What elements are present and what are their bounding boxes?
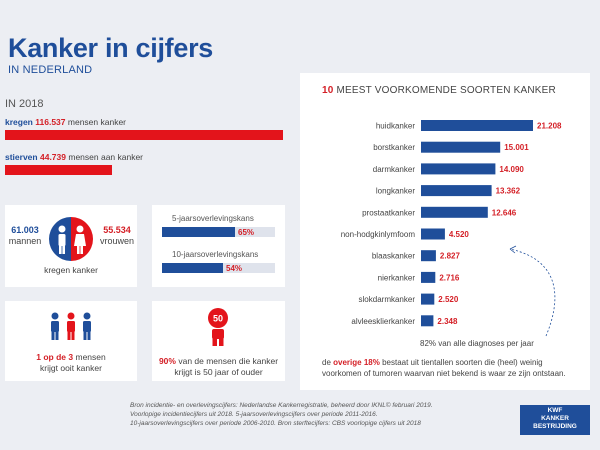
page-subtitle: IN NEDERLAND [8,64,93,76]
fifty-line2: krijgt is 50 jaar of ouder [174,367,263,377]
men-number: 61.003 [11,225,39,235]
mortality-keyword: stierven [5,152,38,162]
bar [421,206,488,218]
bar-value-label: 2.716 [439,273,460,282]
bar [421,271,436,283]
women-count: 55.534 vrouwen [97,225,137,247]
gender-card: 61.003 mannen 55.534 vrouwen kregen kank… [5,205,137,287]
one-in-three-text: 1 op de 3 mensen krijgt ooit kanker [5,352,137,374]
bar [421,228,445,240]
bar-category-label: darmkanker [373,165,416,174]
one-in-three-bold: 1 op de 3 [36,352,74,362]
note-bold: overige 18% [333,358,380,367]
fifty-bold: 90% [158,356,176,366]
incidence-text: kregen 116.537 mensen kanker [5,117,126,127]
footer-sources: Bron incidentie- en overlevingscijfers: … [130,401,520,428]
footer-line-3: 10-jaarsoverlevingscijfers over periode … [130,420,421,427]
bar-category-label: alvleesklierkanker [351,317,415,326]
kwf-logo: KWF KANKER BESTRIJDING [520,405,590,435]
bar-value-label: 2.348 [437,317,458,326]
fifty-rest: van de mensen die kanker [178,356,279,366]
bar-value-label: 4.520 [449,230,470,239]
footer-line-1: Bron incidentie- en overlevingscijfers: … [130,402,433,409]
incidence-keyword: kregen [5,117,33,127]
logo-line-2: KANKER [541,415,569,422]
bar [421,163,496,175]
chart-title-number: 10 [322,85,334,96]
chart-annotation: 82% van alle diagnoses per jaar [420,339,534,348]
bar [421,141,501,153]
men-count: 61.003 mannen [7,225,43,247]
mortality-number: 44.739 [39,152,66,162]
bar-value-label: 2.520 [438,295,459,304]
bar-category-label: longkanker [376,187,415,196]
bar-value-label: 21.208 [537,122,562,131]
bar-category-label: non-hodgkinlymfoom [341,230,416,239]
note-pre: de [322,358,331,367]
gender-circle-icon [49,217,93,261]
one-in-three-card: 1 op de 3 mensen krijgt ooit kanker [5,301,137,381]
chart-title: 10 MEEST VOORKOMENDE SOORTEN KANKER [322,85,556,96]
year-label: IN 2018 [5,98,44,110]
men-label: mannen [8,236,42,246]
survival-5-value: 65% [238,228,255,237]
chart-panel: 10 MEEST VOORKOMENDE SOORTEN KANKER huid… [300,73,590,390]
logo-line-1: KWF [547,407,563,414]
bar-value-label: 15.001 [504,143,529,152]
mortality-bar [5,165,112,175]
one-in-three-rest: mensen [75,352,106,362]
survival-card: 5-jaarsoverlevingskans 65% 10-jaarsoverl… [152,205,285,287]
bar-category-label: prostaatkanker [362,208,415,217]
bar-category-label: slokdarmkanker [359,295,416,304]
note-line2: voorkomen of tumoren waarvan niet bekend… [322,369,566,378]
bar-category-label: blaaskanker [372,252,415,261]
chart-title-text: MEEST VOORKOMENDE SOORTEN KANKER [336,85,556,96]
women-label: vrouwen [99,236,135,246]
fifty-text: 90% van de mensen die kanker krijgt is 5… [152,356,285,378]
bar [421,315,434,327]
mortality-text: stierven 44.739 mensen aan kanker [5,152,143,162]
bar-category-label: borstkanker [373,143,415,152]
bar [421,293,435,305]
bar [421,185,492,197]
survival-10-label: 10-jaarsoverlevingskans [172,250,259,259]
incidence-number: 116.537 [35,117,66,127]
incidence-rest: mensen kanker [67,117,127,127]
bar-chart: huidkanker 21.208 borstkanker 15.001 darmkan… [341,120,562,327]
bar [421,250,436,262]
survival-5-bar [162,227,235,237]
mortality-rest: mensen aan kanker [68,152,144,162]
chart-note: de overige 18% bestaat uit tientallen so… [322,357,590,379]
bar-value-label: 12.646 [492,208,517,217]
bar-category-label: nierkanker [378,273,416,282]
fifty-card: 50 90% van de mensen die kanker krijgt i… [152,301,285,381]
bar [421,120,533,131]
survival-5-label: 5-jaarsoverlevingskans [172,214,254,223]
gender-caption: kregen kanker [44,265,98,275]
page-title: Kanker in cijfers [8,33,213,63]
fifty-badge: 50 [213,314,223,324]
bar-category-label: huidkanker [376,122,415,131]
logo-line-3: BESTRIJDING [533,423,577,430]
arrow-layer [509,245,556,337]
bar-value-label: 13.362 [496,187,521,196]
women-number: 55.534 [103,225,131,235]
one-in-three-line2: krijgt ooit kanker [40,363,102,373]
survival-10-bar [162,263,223,273]
bar-value-label: 2.827 [440,252,461,261]
footer-line-2: Voorlopige incidentiecijfers uit 2018. 5… [130,411,378,418]
note-rest: bestaat uit tientallen soorten die (heel… [382,358,543,367]
incidence-bar [5,130,283,140]
bar-value-label: 14.090 [499,165,524,174]
people-icon [51,312,91,340]
person-50-icon: 50 [208,308,228,346]
survival-10-value: 54% [226,264,243,273]
